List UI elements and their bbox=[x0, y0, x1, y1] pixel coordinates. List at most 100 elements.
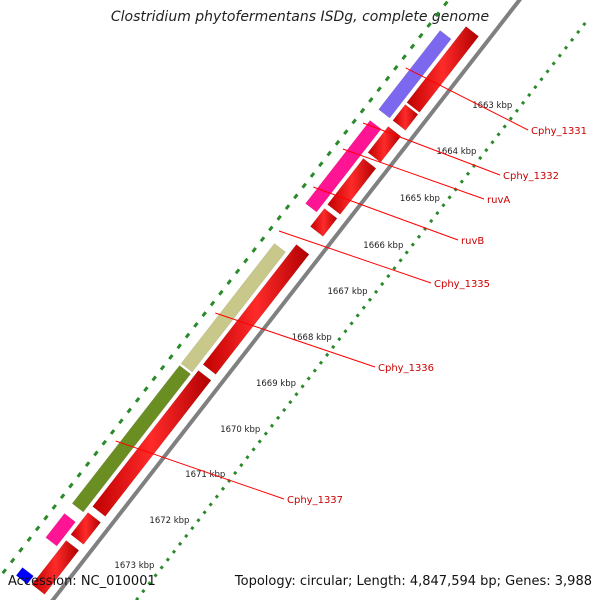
inner-dash bbox=[76, 471, 82, 478]
inner-dash bbox=[434, 11, 441, 18]
inner-dash bbox=[51, 504, 57, 510]
ruler-dot bbox=[441, 203, 446, 208]
ruler-dot bbox=[343, 329, 348, 334]
ruler-dot bbox=[478, 155, 483, 161]
ruler-dot bbox=[533, 85, 538, 90]
ruler-dot bbox=[392, 266, 397, 271]
ruler-tick-label: 1668 kbp bbox=[292, 333, 332, 343]
inner-dash bbox=[18, 546, 24, 553]
ruler-tick-label: 1671 kbp bbox=[185, 470, 225, 480]
ruler-dot bbox=[496, 132, 501, 137]
ruler-dot bbox=[282, 407, 287, 413]
feature-cphy-1331 bbox=[378, 30, 452, 119]
cds-feature bbox=[327, 158, 377, 215]
ruler-dot bbox=[514, 108, 520, 113]
label-leader bbox=[362, 122, 501, 176]
inner-dash bbox=[393, 64, 399, 71]
inner-dash bbox=[143, 386, 149, 393]
map-title: Clostridium phytofermentans ISDg, comple… bbox=[110, 9, 490, 25]
inner-dash bbox=[309, 172, 316, 178]
ruler-dot bbox=[245, 455, 250, 460]
inner-dash bbox=[1, 568, 7, 575]
gene-labels: Cphy_1331 Cphy_1332 ruvA ruvB Cphy_1335 Cphy_… bbox=[115, 67, 587, 506]
ruler-tick-label: 1665 kbp bbox=[400, 194, 440, 204]
ruler-dot bbox=[300, 384, 305, 389]
ruler-dot bbox=[380, 281, 385, 287]
ruler-dot bbox=[404, 250, 409, 255]
ruler-dot bbox=[551, 61, 556, 66]
ruler-dot bbox=[177, 541, 183, 547]
ruler-tick-label: 1667 kbp bbox=[328, 287, 368, 297]
inner-dash bbox=[293, 193, 299, 200]
ruler-dot bbox=[435, 211, 440, 216]
label-leader bbox=[313, 186, 459, 241]
ruler-dot bbox=[331, 344, 336, 350]
label-leader bbox=[342, 148, 485, 200]
inner-dash bbox=[343, 129, 349, 136]
inner-dash bbox=[359, 107, 366, 114]
gene-label: ruvA bbox=[487, 195, 510, 206]
ruler-dot bbox=[520, 100, 526, 106]
ruler-dot bbox=[373, 289, 379, 295]
ruler-dot bbox=[324, 352, 330, 358]
inner-dash bbox=[276, 214, 282, 221]
label-leader bbox=[115, 440, 285, 500]
ruler-dot bbox=[294, 392, 299, 397]
ruler-dot bbox=[545, 69, 550, 74]
ruler-dot bbox=[171, 549, 177, 554]
cds-feature bbox=[310, 208, 338, 237]
gene-label: Cphy_1337 bbox=[287, 495, 343, 506]
ruler-tick-label: 1672 kbp bbox=[149, 516, 189, 526]
ruler-dot bbox=[275, 415, 281, 421]
label-leader bbox=[215, 312, 376, 368]
ruler-dot bbox=[153, 573, 158, 578]
inner-dash bbox=[176, 343, 182, 350]
ruler-dot bbox=[214, 494, 219, 499]
inner-dash bbox=[201, 311, 207, 318]
feature-bottom-blue bbox=[15, 567, 34, 585]
inner-dash bbox=[351, 118, 357, 125]
feature-small bbox=[45, 513, 76, 547]
inner-dash bbox=[59, 493, 66, 500]
inner-dash bbox=[401, 54, 407, 61]
inner-dash bbox=[251, 247, 257, 253]
ruler-dot bbox=[251, 447, 256, 452]
backbone-line bbox=[50, 0, 523, 600]
inner-dash bbox=[259, 236, 266, 243]
ruler-dot bbox=[465, 171, 471, 176]
ruler-dot bbox=[569, 37, 575, 43]
feature-track bbox=[15, 26, 479, 595]
cds-feature bbox=[392, 104, 419, 131]
ruler-dot bbox=[410, 242, 415, 247]
inner-dash bbox=[368, 97, 374, 103]
inner-dash bbox=[34, 525, 41, 532]
inner-dash bbox=[101, 439, 107, 446]
ruler-dot bbox=[257, 439, 262, 444]
ruler-dot bbox=[312, 368, 317, 373]
gene-label: ruvB bbox=[461, 236, 484, 247]
ruler-dot bbox=[576, 29, 581, 35]
ruler-dot bbox=[563, 45, 569, 50]
inner-dash bbox=[84, 461, 91, 468]
ruler-dot bbox=[318, 360, 324, 365]
inner-dash bbox=[168, 354, 174, 360]
cds-feature bbox=[70, 512, 101, 545]
ruler-dot bbox=[306, 376, 311, 381]
ruler-dot bbox=[459, 179, 464, 184]
ruler-dot bbox=[208, 502, 213, 507]
ruler-dot bbox=[233, 470, 238, 476]
cds-feature bbox=[406, 26, 479, 113]
ruler-tick-label: 1663 kbp bbox=[472, 101, 512, 111]
ruler-dot bbox=[361, 305, 366, 310]
ruler-tick-label: 1670 kbp bbox=[220, 425, 260, 435]
inner-dash bbox=[409, 43, 416, 50]
ruler-dot bbox=[165, 557, 170, 562]
inner-dash bbox=[118, 418, 124, 425]
cds-feature bbox=[367, 126, 402, 163]
ruler-tick-label: 1666 kbp bbox=[363, 241, 403, 251]
inner-dash bbox=[384, 75, 391, 82]
ruler-dot bbox=[367, 297, 373, 302]
inner-dash bbox=[234, 268, 241, 275]
ruler-dot bbox=[508, 116, 513, 121]
